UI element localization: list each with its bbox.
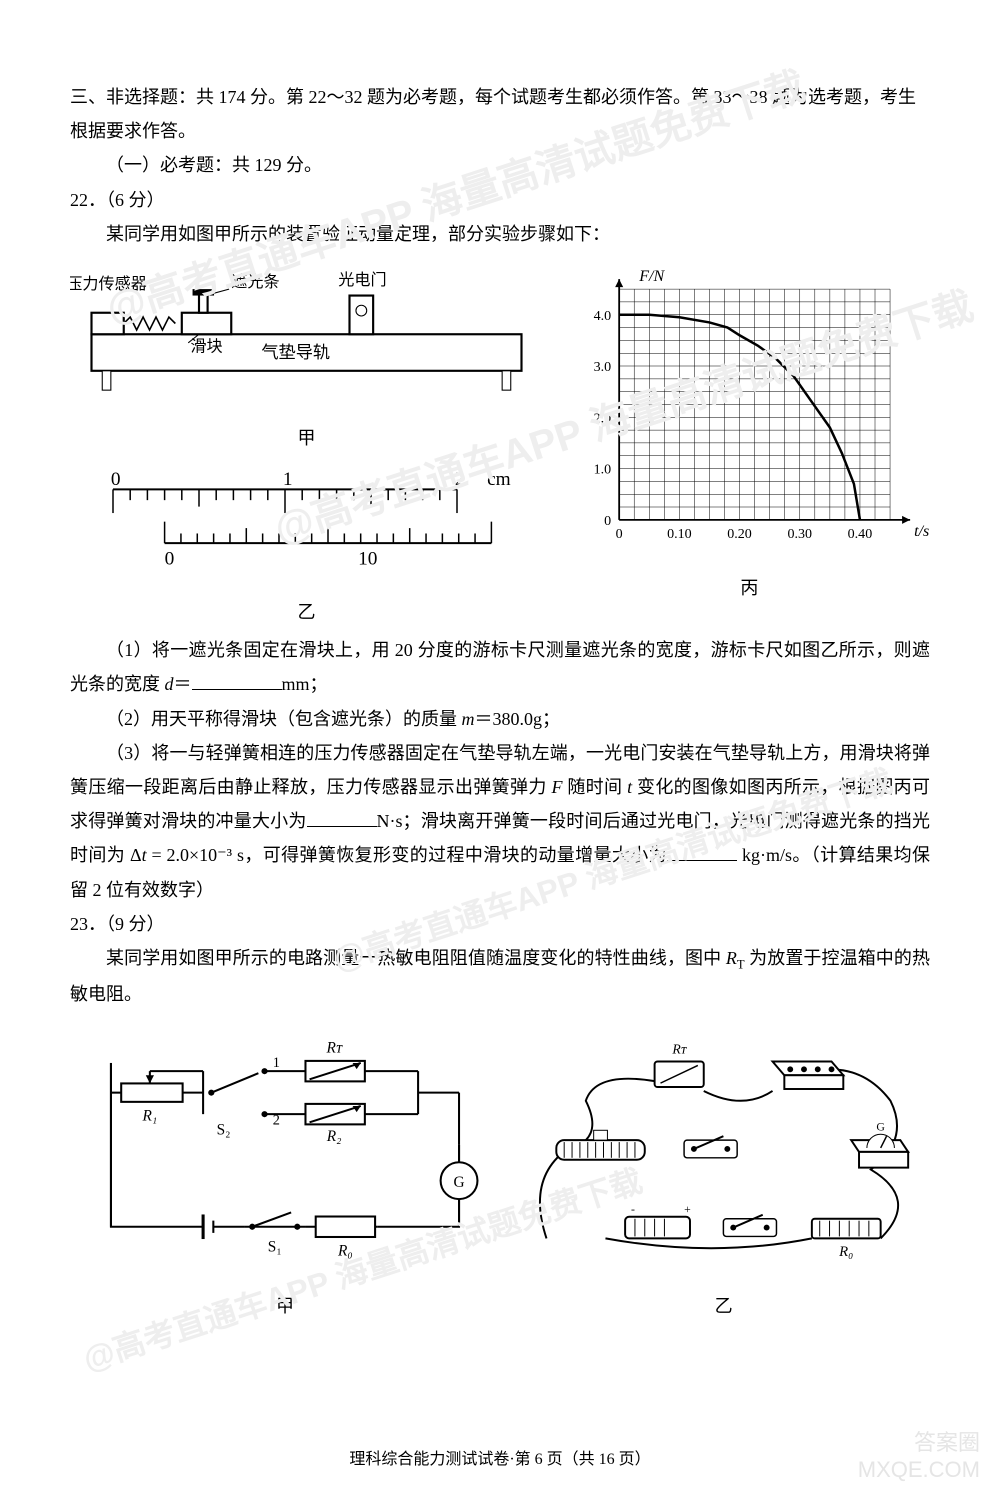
q22-p1-var: d — [165, 674, 174, 694]
q22-number: 22．（6 分） — [70, 183, 930, 217]
r1-label: R₁ — [142, 1107, 158, 1124]
pict-rt: Rᴛ — [672, 1041, 688, 1056]
schematic-caption: 甲 — [70, 1289, 500, 1323]
svg-text:0.30: 0.30 — [787, 526, 812, 542]
svg-text:0.10: 0.10 — [667, 526, 692, 542]
q22-p2-post: ＝380.0g； — [475, 709, 561, 729]
q22-graph-wrap: F/N t/s 00.100.200.300.40 01.02.03.04.0 … — [569, 259, 930, 605]
vernier-svg: 0 1 2 cm 0 10 — [70, 455, 543, 584]
g-label: G — [453, 1173, 464, 1190]
apparatus-caption: 甲 — [70, 421, 543, 455]
light-bar-label: 遮光条 — [231, 273, 279, 291]
node1-label: 1 — [273, 1055, 280, 1071]
q23-figures: S₁ R₀ G R₁ — [70, 1022, 930, 1323]
q23-intro: 某同学用如图甲所示的电路测量一热敏电阻阻值随温度变化的特性曲线，图中 RT 为放… — [70, 941, 930, 1012]
vernier-caption: 乙 — [70, 595, 543, 629]
main-2: 2 — [455, 469, 465, 490]
q22-p2: （2）用天平称得滑块（包含遮光条）的质量 m＝380.0g； — [70, 702, 930, 736]
subsection-heading: （一）必考题：共 129 分。 — [70, 148, 930, 182]
vern-10: 10 — [358, 548, 377, 569]
pict-r0: R₀ — [838, 1244, 853, 1260]
graph-caption: 丙 — [569, 571, 930, 605]
svg-text:0: 0 — [604, 513, 611, 529]
q22-apparatus-and-vernier: 气垫导轨 压力传感器 遮光条 光电门 — [70, 259, 543, 629]
q22-p3-mid1: 随时间 — [563, 777, 628, 797]
graph-svg: F/N t/s 0 0.10 0.20 0.30 0.40 0 1.0 2.0 3.0 4.0 — [569, 259, 930, 560]
svg-text:2.0: 2.0 — [593, 410, 611, 426]
pictorial-svg: Rᴛ — [517, 1032, 930, 1278]
pressure-sensor-label: 压力传感器 — [70, 275, 147, 293]
rt-label: Rᴛ — [326, 1039, 343, 1056]
svg-text:4.0: 4.0 — [593, 308, 611, 324]
page-content: 三、非选择题：共 174 分。第 22～32 题为必考题，每个试题考生都必须作答… — [70, 80, 930, 1323]
r2-label: R₂ — [326, 1127, 342, 1144]
q22-p2-pre: （2）用天平称得滑块（包含遮光条）的质量 — [106, 709, 462, 729]
vern-0: 0 — [165, 548, 175, 569]
pictorial-caption: 乙 — [517, 1289, 930, 1323]
q22-p2-var: m — [462, 709, 475, 729]
svg-text:+: + — [684, 1202, 691, 1216]
q22-intro: 某同学用如图甲所示的装置验证动量定理，部分实验步骤如下： — [70, 217, 930, 251]
q22-p3-F: F — [552, 777, 563, 797]
svg-text:-: - — [631, 1202, 635, 1216]
slider-label: 滑块 — [190, 337, 222, 355]
q23-intro-rt: R — [726, 948, 737, 968]
q22-p3: （3）将一与轻弹簧相连的压力传感器固定在气垫导轨左端，一光电门安装在气垫导轨上方… — [70, 736, 930, 907]
svg-text:0.20: 0.20 — [727, 526, 752, 542]
q22-p3-dtval: = 2.0×10⁻³ s，可得弹簧恢复形变的过程中滑块的动量增量大小为 — [147, 845, 667, 865]
q22-figures: 气垫导轨 压力传感器 遮光条 光电门 — [70, 259, 930, 629]
blank-momentum[interactable] — [667, 842, 737, 862]
main-unit: cm — [487, 469, 511, 490]
blank-d[interactable] — [192, 671, 282, 691]
r0-label: R₀ — [337, 1242, 353, 1259]
q22-p1: （1）将一遮光条固定在滑块上，用 20 分度的游标卡尺测量遮光条的宽度，游标卡尺… — [70, 633, 930, 701]
pict-g: G — [877, 1119, 886, 1133]
main-1: 1 — [283, 469, 293, 490]
s1-label: S₁ — [268, 1238, 282, 1255]
svg-text:3.0: 3.0 — [593, 359, 611, 375]
q22-p1-unit: mm； — [282, 674, 328, 694]
air-track-label: 气垫导轨 — [261, 343, 330, 362]
s2-label: S₂ — [217, 1121, 231, 1138]
q23-intro-rt-sub: T — [737, 957, 745, 971]
page-footer: 理科综合能力测试试卷·第 6 页（共 16 页） — [0, 1445, 1000, 1475]
x-axis-label: t/s — [914, 523, 929, 540]
y-axis-label: F/N — [638, 268, 665, 285]
q23-number: 23．（9 分） — [70, 907, 930, 941]
schematic-svg: S₁ R₀ G R₁ — [70, 1022, 500, 1278]
svg-text:1.0: 1.0 — [593, 462, 611, 478]
q23-intro-pre: 某同学用如图甲所示的电路测量一热敏电阻阻值随温度变化的特性曲线，图中 — [106, 948, 726, 968]
q22-p1-eq: ＝ — [174, 674, 192, 694]
blank-impulse[interactable] — [307, 807, 377, 827]
main-0: 0 — [111, 469, 121, 490]
svg-text:0.40: 0.40 — [847, 526, 872, 542]
photogate-label: 光电门 — [338, 271, 386, 289]
circuit-schematic: S₁ R₀ G R₁ — [70, 1022, 500, 1323]
svg-text:0: 0 — [615, 526, 622, 542]
apparatus-svg: 气垫导轨 压力传感器 遮光条 光电门 — [70, 259, 543, 410]
circuit-pictorial: Rᴛ — [517, 1032, 930, 1323]
section-heading: 三、非选择题：共 174 分。第 22～32 题为必考题，每个试题考生都必须作答… — [70, 80, 930, 148]
